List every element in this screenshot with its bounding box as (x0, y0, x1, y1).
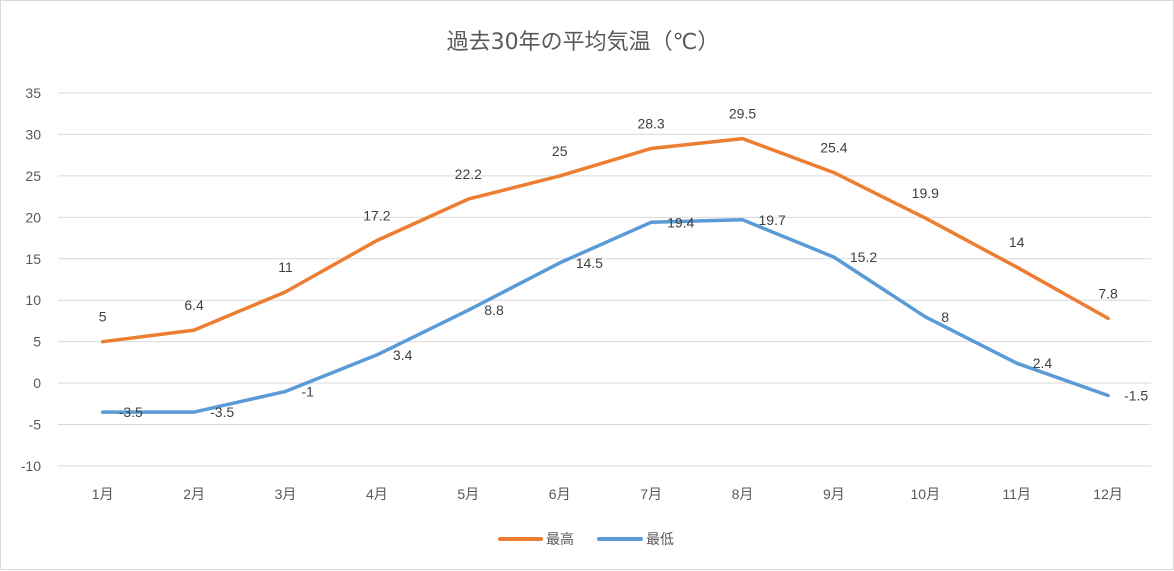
min-temp-point[interactable] (649, 220, 653, 224)
min-temp-data-label: -3.5 (119, 404, 143, 420)
min-temp-point[interactable] (1015, 361, 1019, 365)
min-temp-line[interactable] (100, 218, 1110, 414)
data-labels: 5 6.4 11 17.2 22.2 25 28.3 29.5 25.4 19.9 14 7.8 -3.… (99, 106, 1149, 421)
x-tick-label: 12月 (1093, 486, 1123, 502)
x-tick-label: 4月 (366, 486, 388, 502)
y-tick-label: 10 (25, 292, 41, 308)
max-temp-data-label: 14 (1009, 234, 1025, 250)
max-temp-point[interactable] (192, 328, 196, 332)
x-tick-label: 6月 (549, 486, 571, 502)
min-temp-data-label: 3.4 (393, 347, 413, 363)
y-tick-label: 35 (25, 85, 41, 101)
min-temp-data-label: 2.4 (1033, 355, 1053, 371)
min-temp-data-label: -1 (302, 383, 315, 399)
x-tick-label: 8月 (732, 486, 754, 502)
min-temp-point[interactable] (284, 389, 287, 393)
min-temp-data-label: 15.2 (850, 249, 877, 265)
max-temp-data-label: 7.8 (1098, 285, 1118, 301)
min-temp-data-label: 19.7 (759, 212, 786, 228)
max-temp-data-label: 5 (99, 309, 107, 325)
max-temp-point[interactable] (923, 216, 927, 220)
y-tick-label: 20 (25, 209, 41, 225)
min-temp-data-label: 14.5 (576, 255, 603, 271)
min-temp-data-label: 8.8 (484, 302, 504, 318)
max-temp-data-label: 29.5 (729, 106, 756, 122)
max-temp-point[interactable] (558, 174, 562, 178)
min-temp-point[interactable] (101, 410, 105, 414)
min-temp-point[interactable] (192, 410, 196, 414)
y-tick-label: 15 (25, 251, 41, 267)
max-temp-point[interactable] (375, 239, 379, 243)
y-tick-label: 25 (25, 168, 41, 184)
max-temp-data-label: 17.2 (363, 208, 390, 224)
max-temp-point[interactable] (284, 290, 287, 294)
x-tick-label: 5月 (457, 486, 479, 502)
min-temp-point[interactable] (466, 308, 470, 312)
legend-item-max-temp[interactable]: 最高 (498, 531, 574, 548)
y-tick-label: 30 (25, 126, 41, 142)
gridlines (58, 92, 1151, 467)
x-tick-label: 9月 (823, 486, 845, 502)
min-temp-data-label: 19.4 (667, 214, 694, 230)
legend-label-min-temp: 最低 (646, 532, 674, 548)
x-axis: 1月 2月 3月 4月 5月 6月 7月 8月 9月 10月 11月 12月 (92, 486, 1123, 502)
max-temp-point[interactable] (741, 137, 744, 141)
min-temp-point[interactable] (375, 353, 379, 357)
max-temp-point[interactable] (1015, 265, 1019, 269)
max-temp-data-label: 25 (552, 143, 568, 159)
max-temp-point[interactable] (101, 340, 105, 344)
min-temp-data-label: -1.5 (1124, 388, 1148, 404)
max-temp-data-label: 28.3 (637, 116, 664, 132)
legend: 最高 最低 (498, 531, 674, 548)
x-tick-label: 3月 (275, 486, 297, 502)
max-temp-data-label: 6.4 (184, 297, 204, 313)
y-tick-label: 0 (33, 375, 41, 391)
min-temp-point[interactable] (558, 261, 562, 265)
x-tick-label: 2月 (183, 486, 205, 502)
max-temp-point[interactable] (466, 197, 470, 201)
max-temp-line[interactable] (100, 136, 1110, 344)
min-temp-point[interactable] (923, 315, 927, 319)
legend-item-min-temp[interactable]: 最低 (597, 532, 674, 548)
series-layer (100, 136, 1110, 414)
y-axis: 35 30 25 20 15 10 5 0 -5 -10 (21, 85, 41, 474)
min-temp-data-label: -3.5 (210, 404, 234, 420)
max-temp-point[interactable] (832, 171, 836, 175)
min-temp-point[interactable] (832, 255, 836, 259)
max-temp-data-label: 11 (278, 259, 293, 275)
chart-title: 過去30年の平均気温（℃） (447, 30, 720, 55)
y-tick-label: -10 (21, 458, 41, 474)
y-tick-label: -5 (29, 417, 42, 433)
x-tick-label: 1月 (92, 486, 114, 502)
max-temp-data-label: 22.2 (455, 166, 482, 182)
y-tick-label: 5 (33, 334, 41, 350)
max-temp-data-label: 19.9 (912, 185, 939, 201)
max-temp-data-label: 25.4 (820, 140, 847, 156)
min-temp-point[interactable] (1106, 394, 1110, 398)
min-temp-point[interactable] (741, 218, 744, 222)
x-tick-label: 11月 (1002, 486, 1031, 502)
max-temp-point[interactable] (649, 147, 653, 151)
min-temp-data-label: 8 (941, 309, 949, 325)
legend-label-max-temp: 最高 (546, 531, 574, 548)
max-temp-point[interactable] (1106, 316, 1110, 320)
x-tick-label: 10月 (911, 486, 941, 502)
x-tick-label: 7月 (640, 486, 662, 502)
